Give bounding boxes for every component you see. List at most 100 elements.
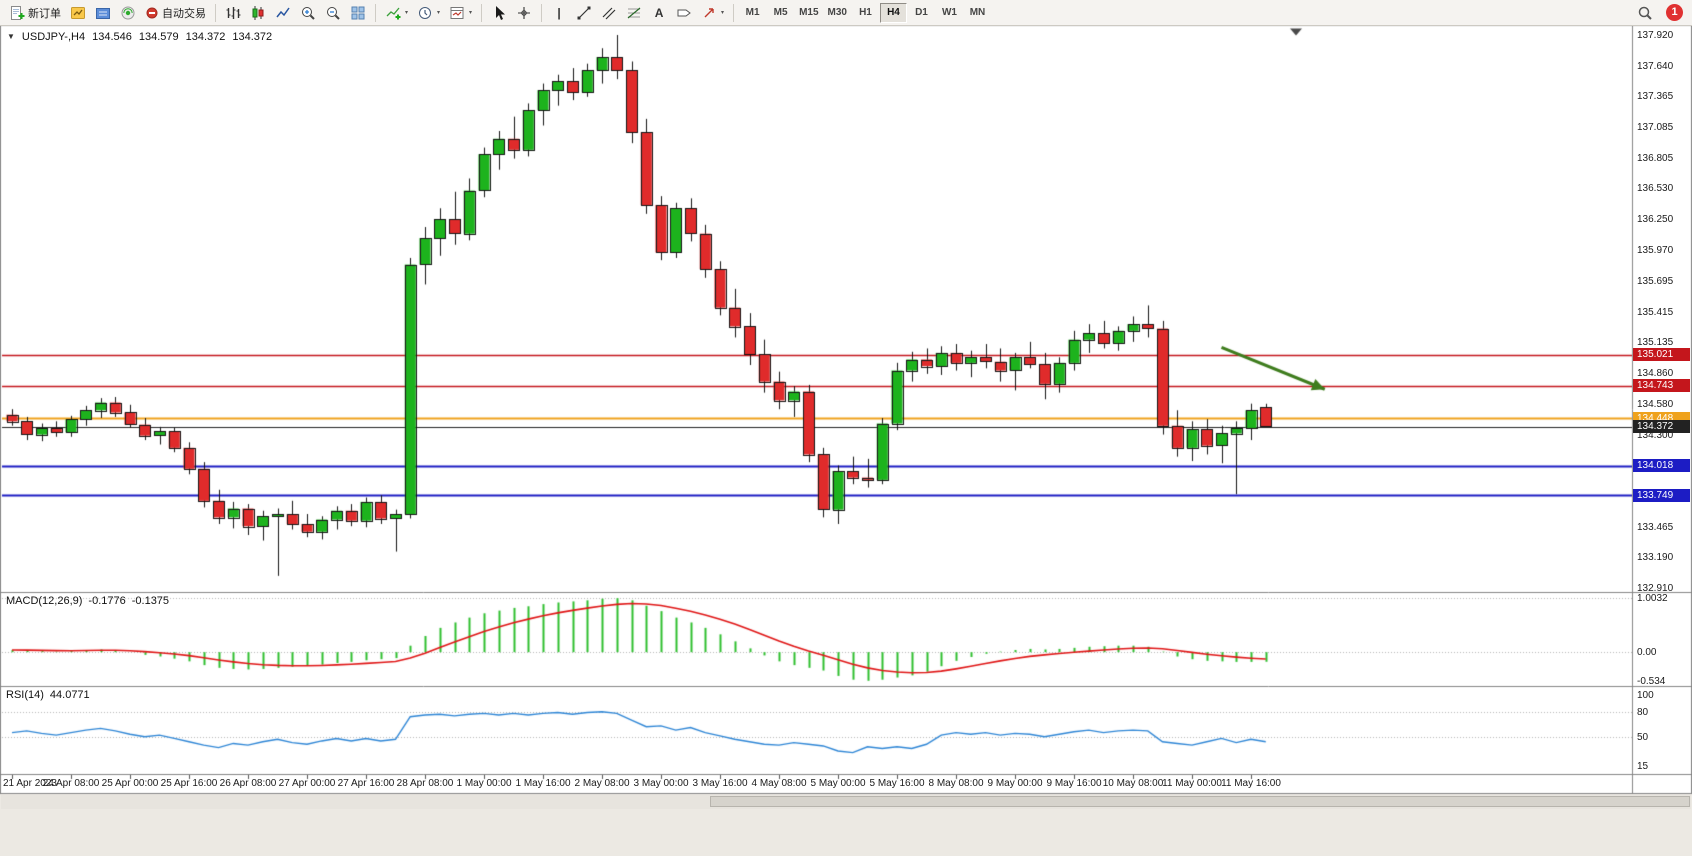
chevron-down-icon: ▾ bbox=[469, 10, 473, 16]
one-click-trading-arrow[interactable]: ▼ bbox=[7, 32, 15, 41]
price-axis-tick: 134.300 bbox=[1637, 429, 1674, 441]
time-axis-label: 9 May 00:00 bbox=[987, 778, 1043, 789]
toolbar-separator bbox=[375, 3, 376, 22]
new-chart-button[interactable] bbox=[66, 2, 90, 24]
price-axis-tick: 137.365 bbox=[1637, 91, 1674, 103]
arrows-tool-button[interactable]: ▾ bbox=[697, 2, 728, 24]
new-order-icon bbox=[9, 5, 25, 21]
time-axis-label: 2 May 08:00 bbox=[574, 778, 630, 789]
zoom-in-button[interactable] bbox=[296, 2, 320, 24]
timeframe-m15[interactable]: M15 bbox=[795, 3, 822, 23]
price-axis-tick: 136.250 bbox=[1637, 214, 1674, 226]
chart-open-value: 134.546 bbox=[92, 31, 132, 43]
zoom-in-icon bbox=[300, 5, 316, 21]
time-axis-label: 5 May 16:00 bbox=[869, 778, 925, 789]
timeframe-mn[interactable]: MN bbox=[964, 3, 991, 23]
tile-windows-button[interactable] bbox=[346, 2, 370, 24]
time-axis-label: 28 Apr 08:00 bbox=[396, 778, 454, 789]
crosshair-icon bbox=[516, 5, 532, 21]
search-button[interactable] bbox=[1633, 2, 1657, 24]
horizontal-scrollbar[interactable] bbox=[1, 795, 1691, 809]
crosshair-button[interactable] bbox=[512, 2, 536, 24]
macd-axis-label: -0.534 bbox=[1637, 676, 1666, 687]
time-axis-label: 27 Apr 00:00 bbox=[278, 778, 336, 789]
indicators-button[interactable]: ▾ bbox=[381, 2, 412, 24]
text-tool-icon: A bbox=[654, 5, 664, 20]
vertical-line-icon: | bbox=[557, 5, 561, 20]
time-axis-label: 24 Apr 08:00 bbox=[42, 778, 100, 789]
toolbar-right-group: 1 bbox=[1633, 2, 1687, 24]
new-order-button[interactable]: 新订单 bbox=[5, 2, 65, 24]
profiles-button[interactable] bbox=[91, 2, 115, 24]
macd-axis-label: 0.00 bbox=[1637, 647, 1657, 659]
toolbar-separator bbox=[733, 3, 735, 22]
trendline-button[interactable] bbox=[572, 2, 596, 24]
text-tool-button[interactable]: A bbox=[647, 2, 671, 24]
profiles-icon bbox=[95, 5, 111, 21]
toolbar-separator bbox=[215, 3, 216, 22]
timeframe-w1[interactable]: W1 bbox=[936, 3, 963, 23]
timeframe-m5[interactable]: M5 bbox=[767, 3, 794, 23]
level-price-tag[interactable]: 134.018 bbox=[1633, 459, 1690, 473]
timeframe-h1[interactable]: H1 bbox=[852, 3, 879, 23]
current-price-tag[interactable]: 134.372 bbox=[1633, 420, 1690, 434]
rsi-name: RSI(14) bbox=[6, 689, 44, 701]
autotrading-icon bbox=[145, 6, 159, 20]
level-price-tag[interactable]: 133.749 bbox=[1633, 488, 1690, 502]
macd-axis-label: 1.0032 bbox=[1637, 593, 1668, 604]
cursor-button[interactable] bbox=[487, 2, 511, 24]
timeframe-m30[interactable]: M30 bbox=[824, 3, 851, 23]
templates-button[interactable]: ▾ bbox=[445, 2, 476, 24]
notification-badge[interactable]: 1 bbox=[1666, 4, 1683, 21]
price-axis-tick: 135.135 bbox=[1637, 337, 1674, 349]
zoom-out-button[interactable] bbox=[321, 2, 345, 24]
chart-low-value: 134.372 bbox=[185, 31, 226, 43]
bar-chart-button[interactable] bbox=[221, 2, 245, 24]
price-axis-tick: 136.805 bbox=[1637, 153, 1674, 165]
timeframe-h4[interactable]: H4 bbox=[879, 2, 907, 23]
autotrading-button[interactable]: 自动交易 bbox=[141, 2, 210, 24]
trendline-icon bbox=[576, 5, 592, 21]
timeframe-d1[interactable]: D1 bbox=[908, 3, 935, 23]
price-axis-tick: 136.530 bbox=[1637, 183, 1674, 195]
price-axis-tick: 135.695 bbox=[1637, 275, 1674, 287]
rsi-axis-label: 100 bbox=[1637, 690, 1654, 701]
autotrading-label: 自动交易 bbox=[162, 7, 206, 20]
tile-windows-icon bbox=[350, 5, 366, 21]
equidistant-channel-icon bbox=[601, 5, 617, 21]
toolbar-separator bbox=[541, 3, 543, 22]
fibonacci-icon bbox=[626, 5, 642, 21]
line-chart-button[interactable] bbox=[271, 2, 295, 24]
time-axis-label: 1 May 16:00 bbox=[515, 778, 571, 789]
rsi-axis-label: 50 bbox=[1637, 731, 1649, 743]
label-tool-button[interactable] bbox=[672, 2, 696, 24]
rsi-value: 44.0771 bbox=[49, 689, 90, 701]
vertical-line-button[interactable]: | bbox=[547, 2, 571, 24]
level-price-tag[interactable]: 134.743 bbox=[1633, 379, 1690, 393]
macd-label: MACD(12,26,9) -0.1776 -0.1375 bbox=[6, 595, 169, 607]
timeframe-m1[interactable]: M1 bbox=[739, 3, 766, 23]
chart-close-value: 134.372 bbox=[232, 31, 273, 43]
price-axis-tick: 133.190 bbox=[1637, 552, 1674, 564]
search-icon bbox=[1637, 5, 1653, 21]
equidistant-channel-button[interactable] bbox=[597, 2, 621, 24]
macd-value-main: -0.1776 bbox=[88, 595, 126, 607]
price-axis-tick: 137.085 bbox=[1637, 122, 1674, 134]
time-axis-label: 10 May 08:00 bbox=[1102, 778, 1164, 789]
level-price-tag[interactable]: 135.021 bbox=[1633, 348, 1690, 362]
cursor-icon bbox=[491, 5, 507, 21]
community-button[interactable] bbox=[116, 2, 140, 24]
periods-button[interactable]: ▾ bbox=[413, 2, 444, 24]
fibonacci-button[interactable] bbox=[622, 2, 646, 24]
chart-symbol-period: USDJPY-,H4 bbox=[21, 31, 86, 43]
candlestick-chart-icon bbox=[250, 5, 266, 21]
rsi-label: RSI(14) 44.0771 bbox=[6, 689, 90, 701]
price-axis-tick: 132.910 bbox=[1637, 583, 1674, 594]
scrollbar-thumb[interactable] bbox=[710, 796, 1690, 807]
time-axis-label: 5 May 00:00 bbox=[810, 778, 866, 789]
candlestick-chart-button[interactable] bbox=[246, 2, 270, 24]
community-icon bbox=[120, 5, 136, 21]
